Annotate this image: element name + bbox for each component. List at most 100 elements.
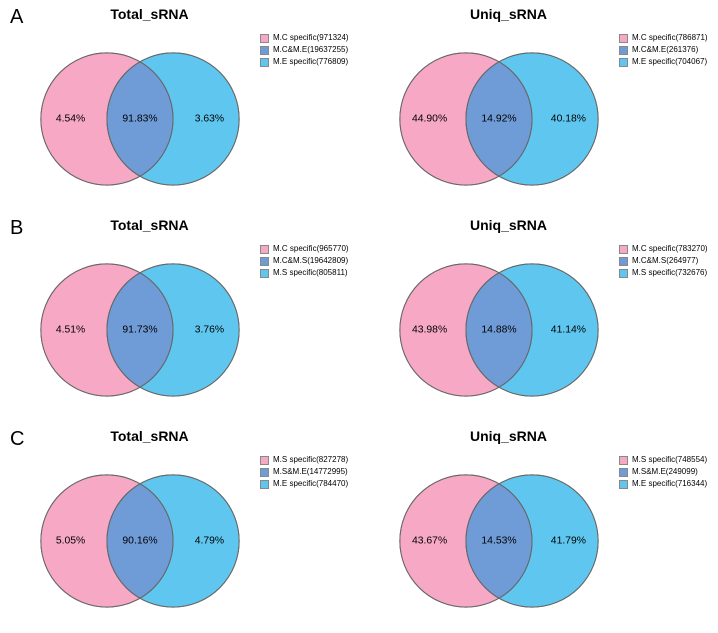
- legend-swatch: [619, 269, 628, 278]
- legend-label: M.C specific(783270): [632, 243, 708, 255]
- venn-diagram: 43.98% 14.88% 41.14%: [379, 245, 619, 415]
- panel-b-total: Total_sRNA 4.51% 91.73% 3.76% M.C specific…: [0, 211, 359, 422]
- legend-swatch: [260, 46, 269, 55]
- venn-right-pct: 41.14%: [551, 325, 586, 336]
- row-c: C Total_sRNA 5.05%90.16%4.79% M.S specif…: [0, 422, 718, 633]
- venn-right-pct: 3.76%: [195, 325, 224, 336]
- legend-swatch: [619, 257, 628, 266]
- legend-c-uniq: M.S specific(748554)M.S&M.E(249099)M.E s…: [619, 454, 707, 490]
- legend-row: M.C specific(965770): [260, 243, 349, 255]
- panel-title: Uniq_sRNA: [329, 6, 688, 22]
- venn-diagram: 4.51% 91.73% 3.76%: [20, 245, 260, 415]
- venn-a-total: 4.54%91.83%3.63%: [20, 34, 260, 204]
- venn-overlap-pct: 14.92%: [481, 114, 516, 125]
- venn-diagram: 5.05% 90.16% 4.79%: [20, 456, 260, 626]
- venn-overlap-pct: 91.83%: [122, 114, 157, 125]
- venn-overlap-pct: 90.16%: [122, 536, 157, 547]
- venn-right-pct: 4.79%: [195, 536, 224, 547]
- panel-title: Total_sRNA: [0, 217, 329, 233]
- legend-swatch: [619, 468, 628, 477]
- venn-left-pct: 4.51%: [56, 325, 85, 336]
- legend-label: M.C specific(971324): [273, 32, 349, 44]
- legend-row: M.C&M.E(261376): [619, 44, 708, 56]
- panel-title: Total_sRNA: [0, 428, 329, 444]
- legend-swatch: [619, 46, 628, 55]
- legend-label: M.C specific(965770): [273, 243, 349, 255]
- legend-label: M.C&M.E(261376): [632, 44, 698, 56]
- figure-root: A Total_sRNA 4.54%91.83%3.63% M.C specif…: [0, 0, 718, 633]
- legend-label: M.S&M.E(249099): [632, 466, 698, 478]
- legend-label: M.C&M.E(19637255): [273, 44, 348, 56]
- legend-row: M.S specific(748554): [619, 454, 707, 466]
- legend-label: M.C&M.S(19642809): [273, 255, 348, 267]
- legend-row: M.C specific(786871): [619, 32, 708, 44]
- legend-b-total: M.C specific(965770)M.C&M.S(19642809)M.S…: [260, 243, 349, 279]
- legend-swatch: [619, 245, 628, 254]
- legend-row: M.E specific(716344): [619, 478, 707, 490]
- venn-left-pct: 43.67%: [412, 536, 447, 547]
- legend-row: M.E specific(784470): [260, 478, 348, 490]
- row-a: A Total_sRNA 4.54%91.83%3.63% M.C specif…: [0, 0, 718, 211]
- legend-label: M.E specific(784470): [273, 478, 348, 490]
- panel-b-uniq: Uniq_sRNA 43.98%14.88%41.14% M.C specifi…: [359, 211, 718, 422]
- venn-overlap-pct: 91.73%: [122, 325, 157, 336]
- venn-left-pct: 43.98%: [412, 325, 447, 336]
- legend-row: M.S specific(805811): [260, 267, 349, 279]
- panel-a-total: Total_sRNA 4.54%91.83%3.63% M.C specific…: [0, 0, 359, 211]
- venn-left-pct: 4.54%: [56, 114, 85, 125]
- legend-label: M.C&M.S(264977): [632, 255, 698, 267]
- legend-row: M.E specific(776809): [260, 56, 349, 68]
- legend-swatch: [619, 34, 628, 43]
- venn-overlap-pct: 14.53%: [481, 536, 516, 547]
- panel-c-total: Total_sRNA 5.05% 90.16% 4.79% M.S specific…: [0, 422, 359, 633]
- venn-c-total: 5.05% 90.16% 4.79%: [20, 456, 260, 626]
- legend-row: M.S&M.E(14772995): [260, 466, 348, 478]
- legend-label: M.S&M.E(14772995): [273, 466, 348, 478]
- legend-a-uniq: M.C specific(786871)M.C&M.E(261376)M.E s…: [619, 32, 708, 68]
- legend-label: M.E specific(716344): [632, 478, 707, 490]
- panel-title: Total_sRNA: [0, 6, 329, 22]
- venn-left-pct: 44.90%: [412, 114, 447, 125]
- legend-row: M.E specific(704067): [619, 56, 708, 68]
- venn-right-pct: 41.79%: [551, 536, 586, 547]
- legend-swatch: [619, 456, 628, 465]
- legend-label: M.S specific(748554): [632, 454, 707, 466]
- legend-label: M.C specific(786871): [632, 32, 708, 44]
- legend-row: M.S&M.E(249099): [619, 466, 707, 478]
- venn-right-pct: 40.18%: [551, 114, 586, 125]
- legend-row: M.C specific(971324): [260, 32, 349, 44]
- panel-title: Uniq_sRNA: [329, 428, 688, 444]
- legend-c-total: M.S specific(827278)M.S&M.E(14772995)M.E…: [260, 454, 348, 490]
- legend-label: M.S specific(805811): [273, 267, 348, 279]
- venn-b-uniq: 43.98% 14.88% 41.14%: [379, 245, 619, 415]
- venn-diagram: 43.67% 14.53% 41.79%: [379, 456, 619, 626]
- legend-swatch: [260, 58, 269, 67]
- legend-label: M.E specific(776809): [273, 56, 348, 68]
- legend-swatch: [619, 480, 628, 489]
- legend-row: M.C&M.E(19637255): [260, 44, 349, 56]
- row-b: B Total_sRNA 4.51%91.73%3.76% M.C specif…: [0, 211, 718, 422]
- legend-row: M.S specific(827278): [260, 454, 348, 466]
- legend-swatch: [260, 34, 269, 43]
- legend-row: M.C&M.S(264977): [619, 255, 708, 267]
- legend-swatch: [260, 245, 269, 254]
- panel-a-uniq: Uniq_sRNA 44.90%14.92%40.18% M.C specifi…: [359, 0, 718, 211]
- legend-row: M.S specific(732676): [619, 267, 708, 279]
- venn-left-pct: 5.05%: [56, 536, 85, 547]
- legend-row: M.C&M.S(19642809): [260, 255, 349, 267]
- venn-c-uniq: 43.67% 14.53% 41.79%: [379, 456, 619, 626]
- venn-overlap-pct: 14.88%: [481, 325, 516, 336]
- legend-swatch: [260, 480, 269, 489]
- legend-swatch: [260, 468, 269, 477]
- legend-a-total: M.C specific(971324)M.C&M.E(19637255)M.E…: [260, 32, 349, 68]
- legend-row: M.C specific(783270): [619, 243, 708, 255]
- legend-swatch: [260, 456, 269, 465]
- legend-label: M.S specific(827278): [273, 454, 348, 466]
- legend-b-uniq: M.C specific(783270)M.C&M.S(264977)M.S s…: [619, 243, 708, 279]
- legend-label: M.S specific(732676): [632, 267, 707, 279]
- venn-b-total: 4.51% 91.73% 3.76%: [20, 245, 260, 415]
- legend-label: M.E specific(704067): [632, 56, 707, 68]
- venn-diagram: 44.90% 14.92% 40.18%: [379, 34, 619, 204]
- legend-swatch: [619, 58, 628, 67]
- panel-c-uniq: Uniq_sRNA 43.67%14.53%41.79% M.S specifi…: [359, 422, 718, 633]
